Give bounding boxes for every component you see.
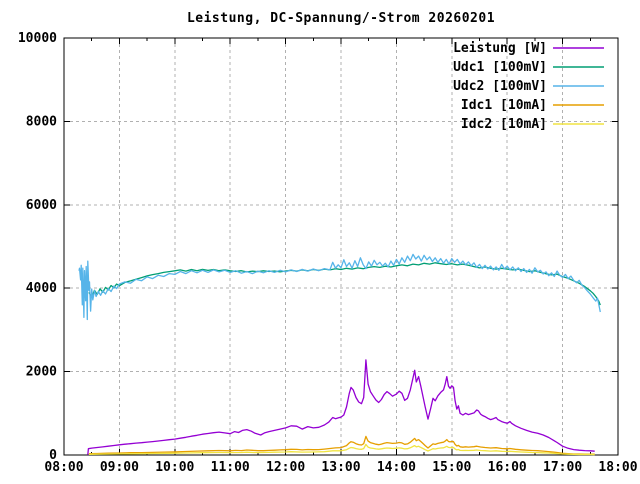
y-axis-tick-label: 0 (49, 448, 57, 463)
legend-label-leistung: Leistung [W] (453, 41, 547, 56)
series-line-idc2 (88, 443, 595, 456)
y-axis-tick-label: 4000 (26, 281, 57, 296)
y-axis-tick-label: 6000 (26, 198, 57, 213)
x-axis-tick-label: 08:00 (44, 460, 83, 475)
x-axis-tick-label: 12:00 (266, 460, 305, 475)
x-axis-tick-label: 16:00 (488, 460, 527, 475)
chart-title: Leistung, DC-Spannung/-Strom 20260201 (187, 11, 495, 26)
x-axis-tick-label: 14:00 (377, 460, 416, 475)
y-axis-tick-label: 10000 (18, 31, 57, 46)
x-axis-tick-label: 09:00 (100, 460, 139, 475)
x-axis-tick-label: 18:00 (598, 460, 637, 475)
x-axis-tick-label: 13:00 (321, 460, 360, 475)
series-line-idc1 (88, 435, 595, 455)
legend-label-idc1: Idc1 [10mA] (461, 98, 547, 113)
x-axis-tick-label: 10:00 (155, 460, 194, 475)
legend-label-udc1: Udc1 [100mV] (453, 60, 547, 75)
series-line-udc2 (78, 253, 601, 321)
legend-label-idc2: Idc2 [10mA] (461, 117, 547, 132)
x-axis-tick-label: 17:00 (543, 460, 582, 475)
legend-label-udc2: Udc2 [100mV] (453, 79, 547, 94)
x-axis-tick-label: 11:00 (211, 460, 250, 475)
x-axis-tick-label: 15:00 (432, 460, 471, 475)
series-line-leistung (87, 359, 595, 455)
y-axis-tick-label: 2000 (26, 365, 57, 380)
y-axis-tick-label: 8000 (26, 114, 57, 129)
